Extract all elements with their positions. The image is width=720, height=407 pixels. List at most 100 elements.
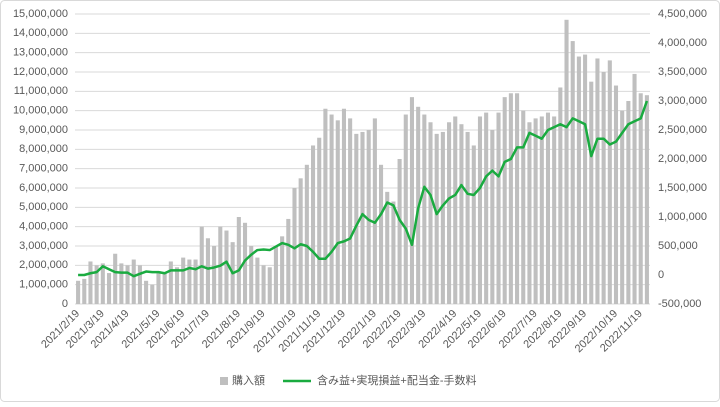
bar: [570, 41, 575, 305]
bar: [527, 122, 532, 305]
bar: [453, 116, 458, 304]
bar: [502, 97, 507, 304]
y2-tick-label: 2,500,000: [658, 124, 707, 136]
bar: [644, 95, 649, 304]
bar: [613, 85, 619, 305]
y-tick-label: 13,000,000: [13, 47, 68, 59]
bar: [545, 112, 551, 304]
bar: [385, 191, 390, 304]
legend-swatch: [220, 377, 228, 385]
line: [78, 100, 649, 278]
y-tick-label: 8,000,000: [19, 143, 68, 155]
y2-tick-label: 2,000,000: [658, 153, 707, 165]
bar: [310, 145, 316, 304]
bar: [428, 122, 433, 305]
y-tick-label: 14,000,000: [13, 27, 68, 39]
y2-tick-label: 0: [658, 269, 664, 281]
bar: [144, 280, 149, 304]
bar: [249, 246, 254, 304]
bar: [409, 97, 415, 304]
bar: [131, 259, 136, 304]
bar: [94, 265, 99, 304]
y-tick-label: 4,000,000: [19, 221, 68, 233]
y-tick-label: 6,000,000: [19, 182, 68, 194]
bar: [521, 110, 526, 305]
bar: [292, 188, 297, 304]
bar: [626, 101, 631, 304]
bar: [125, 265, 130, 304]
bar: [552, 116, 557, 304]
bar: [317, 137, 322, 304]
bar: [620, 110, 625, 305]
y-tick-label: 12,000,000: [13, 66, 68, 78]
bar: [224, 230, 229, 304]
bar: [589, 81, 594, 305]
legend-label: 含み益+実現損益+配当金-手数料: [317, 373, 477, 387]
bar: [397, 159, 402, 304]
y-tick-label: 1,000,000: [19, 279, 68, 291]
y2-tick-label: 4,000,000: [658, 37, 707, 49]
bar: [484, 112, 489, 304]
bar: [137, 265, 142, 304]
bar: [181, 257, 186, 304]
bar: [366, 130, 371, 304]
bar: [360, 131, 365, 304]
bar: [341, 108, 346, 304]
bar: [273, 246, 278, 304]
y-tick-label: 5,000,000: [19, 201, 68, 213]
bar: [298, 178, 303, 304]
bar: [515, 93, 520, 305]
bar: [187, 259, 192, 304]
y2-tick-label: 3,500,000: [658, 66, 707, 78]
bar: [354, 133, 359, 304]
y2-tick-label: 1,500,000: [658, 182, 707, 194]
bar: [607, 60, 612, 305]
bar: [508, 93, 513, 305]
bar: [379, 164, 384, 304]
y2-tick-label: 4,500,000: [658, 8, 707, 20]
bar: [465, 131, 470, 304]
bar: [539, 116, 544, 304]
y-tick-label: 7,000,000: [19, 163, 68, 175]
bar: [212, 246, 217, 304]
bar: [261, 265, 266, 304]
bar: [403, 114, 408, 305]
bar: [348, 118, 353, 305]
bar: [156, 271, 161, 304]
bar: [391, 201, 396, 304]
y2-tick-label: 3,000,000: [658, 95, 707, 107]
bar: [162, 273, 167, 304]
bar: [496, 112, 501, 304]
y-tick-label: 0: [62, 298, 68, 310]
y-tick-label: 3,000,000: [19, 240, 68, 252]
bar: [372, 118, 377, 305]
bar: [638, 93, 643, 305]
bar: [280, 236, 285, 304]
bar: [168, 261, 173, 304]
bar: [440, 131, 445, 304]
bar: [323, 108, 328, 304]
y2-tick-label: 500,000: [658, 240, 698, 252]
bar: [88, 261, 93, 304]
bar: [236, 217, 241, 304]
y-tick-label: 10,000,000: [13, 105, 68, 117]
bar: [267, 267, 272, 304]
legend-label: 購入額: [232, 373, 265, 387]
y2-tick-label: -500,000: [658, 298, 701, 310]
bar: [564, 19, 569, 305]
bar: [558, 87, 563, 304]
bar: [335, 120, 340, 304]
y2-tick-label: 1,000,000: [658, 211, 707, 223]
bar: [422, 114, 427, 305]
y-tick-label: 15,000,000: [13, 8, 68, 20]
bar: [113, 253, 118, 304]
bar: [595, 58, 600, 304]
bar: [119, 263, 124, 304]
bar: [329, 114, 334, 305]
bar: [150, 284, 155, 304]
bar: [193, 259, 198, 304]
bar: [490, 130, 495, 304]
bar: [82, 278, 87, 304]
bar: [447, 122, 452, 305]
